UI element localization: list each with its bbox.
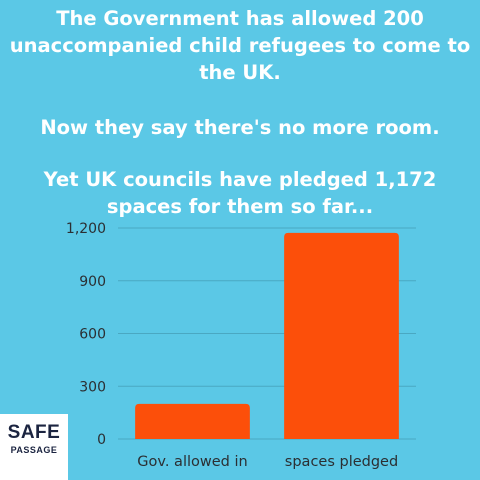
y-tick-label: 300 bbox=[79, 379, 106, 395]
bar-1 bbox=[284, 232, 399, 439]
headline-line-3: Yet UK councils have pledged 1,172 space… bbox=[43, 168, 437, 218]
y-tick-label: 600 bbox=[79, 327, 106, 343]
headline-line-1: The Government has allowed 200 unaccompa… bbox=[9, 7, 471, 84]
x-category-label: Gov. allowed in bbox=[137, 454, 247, 470]
y-tick-label: 900 bbox=[79, 274, 106, 290]
headline-line-2: Now they say there's no more room. bbox=[40, 116, 440, 139]
logo-text-passage: PASSAGE bbox=[10, 445, 58, 455]
y-tick-label: 1,200 bbox=[66, 221, 106, 237]
logo-text-safe: SAFE bbox=[7, 422, 61, 443]
y-tick-label: 0 bbox=[97, 432, 106, 448]
x-category-label: spaces pledged bbox=[285, 454, 398, 470]
safe-passage-logo: SAFE PASSAGE bbox=[0, 414, 68, 480]
bar-0 bbox=[135, 403, 250, 439]
